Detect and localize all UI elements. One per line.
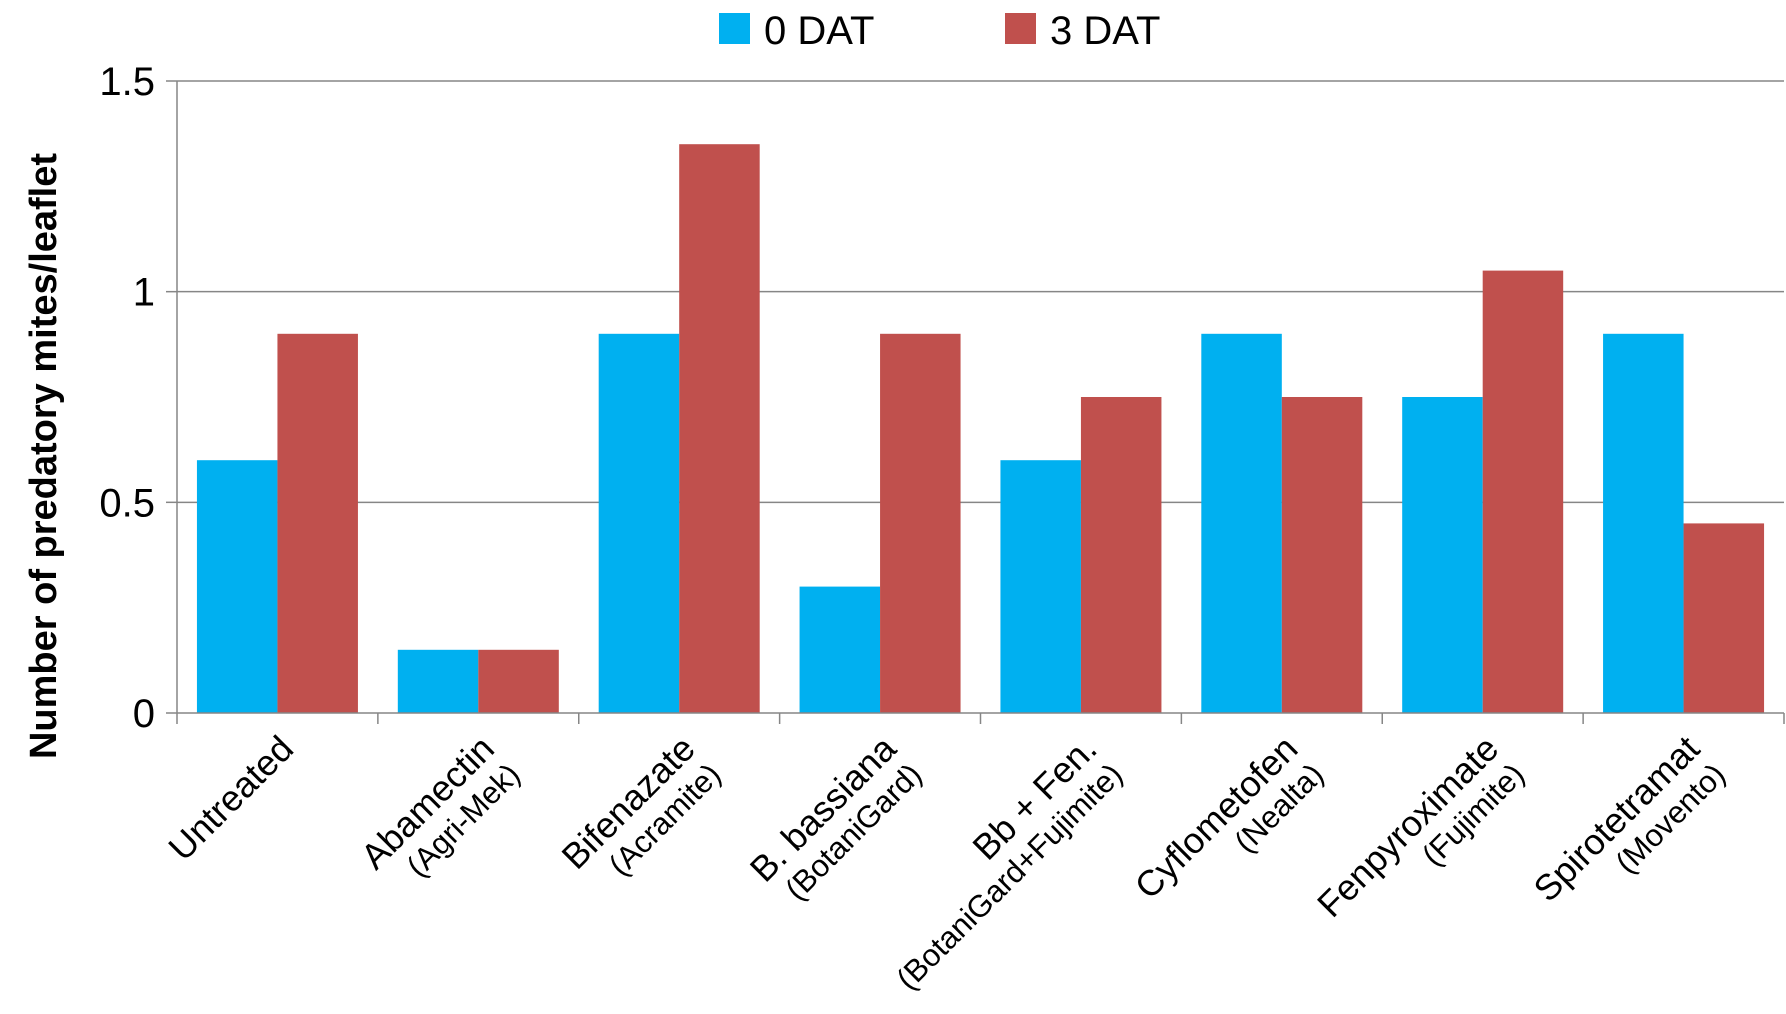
y-tick-label: 0 [133, 692, 155, 736]
axes [176, 81, 1785, 724]
legend-entry: 0 DAT [764, 9, 874, 53]
y-tick-label: 1.5 [99, 60, 155, 104]
bar-0-dat [598, 333, 680, 713]
bar-3-dat [478, 649, 559, 713]
bars [196, 144, 1765, 713]
bar-3-dat [679, 144, 760, 713]
category-label: Spirotetramat(Movento) [1525, 728, 1732, 910]
category-label: Fenpyroximate(Fujimite) [1309, 728, 1531, 925]
category-label: Cyflometofen(Nealta) [1126, 728, 1330, 907]
bar-3-dat [1683, 523, 1765, 713]
bar-0-dat [1402, 397, 1483, 713]
y-tick-label: 1 [133, 271, 155, 315]
legend: 0 DAT 3 DAT [719, 9, 1160, 53]
y-tick-label: 0.5 [99, 481, 155, 525]
legend-swatch [719, 13, 750, 44]
bar-3-dat [1482, 270, 1564, 713]
legend-swatch [1005, 13, 1036, 44]
bar-0-dat [1201, 333, 1282, 713]
category-label: Bifenazate(Acramite) [554, 728, 728, 883]
bar-0-dat [1000, 460, 1081, 713]
bar-3-dat [1281, 397, 1363, 713]
bar-0-dat [799, 586, 881, 713]
category-label: Untreated [160, 728, 301, 869]
y-axis-label: Number of predatory mites/leaflet [23, 153, 65, 759]
bar-0-dat [196, 460, 278, 713]
category-label: Abamectin(Agri-Mek) [353, 728, 527, 884]
bar-3-dat [1080, 397, 1162, 713]
x-axis-labels: Untreated Abamectin(Agri-Mek) Bifenazate(A… [160, 727, 1732, 996]
legend-entry: 3 DAT [1050, 9, 1160, 53]
category-label: B. bassiana(BotaniGard) [742, 727, 929, 907]
bar-0-dat [1603, 333, 1684, 713]
category-name: Untreated [160, 728, 301, 869]
y-axis-ticks: 0 0.5 1 1.5 [99, 60, 177, 736]
bar-3-dat [880, 333, 961, 713]
bar-0-dat [397, 649, 479, 713]
bar-3-dat [277, 333, 358, 713]
